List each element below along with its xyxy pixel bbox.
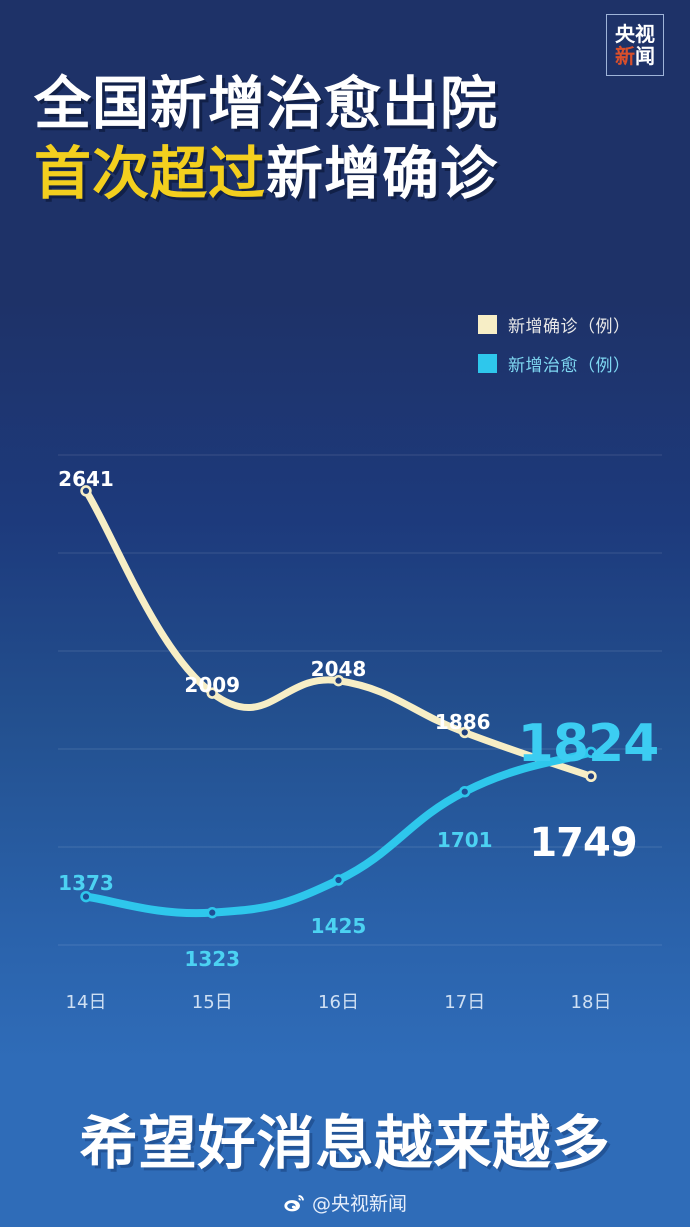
data-point <box>206 906 218 919</box>
data-label: 1373 <box>58 870 114 895</box>
data-label: 1749 <box>529 820 637 867</box>
x-axis-label: 14日 <box>65 992 107 1013</box>
data-point <box>459 726 471 739</box>
logo-char-wen: 闻 <box>635 44 655 68</box>
headline-rest: 新增确诊 <box>266 141 498 208</box>
data-point <box>332 674 345 687</box>
headline-line-2: 首次超过新增确诊 <box>34 142 634 206</box>
headline-highlight: 首次超过 <box>34 141 266 208</box>
data-point <box>332 874 345 886</box>
confirmed-swatch <box>478 315 497 334</box>
x-axis-label: 16日 <box>318 992 359 1013</box>
legend-item-confirmed: 新增确诊（例） <box>478 312 631 337</box>
logo-line-xinwen: 新闻 <box>615 46 655 66</box>
weibo-handle-text: @央视新闻 <box>311 1193 407 1215</box>
legend-label-confirmed: 新增确诊（例） <box>508 317 631 337</box>
legend-label-recovered: 新增治愈（例） <box>508 356 631 376</box>
headline: 全国新增治愈出院 首次超过新增确诊 <box>34 72 634 207</box>
data-label: 1701 <box>436 827 493 852</box>
cctv-news-logo: 央视 新闻 <box>606 14 664 76</box>
bottom-slogan: 希望好消息越来越多 <box>79 1109 611 1177</box>
data-point <box>206 687 218 699</box>
data-point <box>585 746 597 759</box>
x-axis-label: 18日 <box>570 992 612 1013</box>
logo-char-xin: 新 <box>615 44 635 68</box>
data-point <box>585 770 597 783</box>
data-label: 1323 <box>184 946 241 971</box>
weibo-icon <box>283 1192 305 1214</box>
data-label: 2048 <box>310 656 367 681</box>
logo-line-yangshi: 央视 <box>615 22 655 46</box>
headline-line-1: 全国新增治愈出院 <box>34 71 498 137</box>
legend-item-recovered: 新增治愈（例） <box>478 351 631 376</box>
weibo-handle: @央视新闻 <box>0 1189 690 1216</box>
data-point <box>80 485 92 497</box>
series-line-recovered <box>82 748 595 918</box>
data-label: 1824 <box>517 714 660 775</box>
data-point <box>459 785 471 798</box>
x-axis-label: 17日 <box>444 992 486 1013</box>
recovered-swatch <box>478 354 497 373</box>
x-axis-label: 15日 <box>191 992 233 1013</box>
series-line-confirmed <box>82 487 595 780</box>
data-label: 1425 <box>310 914 367 938</box>
data-label: 2009 <box>184 673 241 698</box>
data-point <box>80 890 92 903</box>
data-label: 1886 <box>434 710 491 735</box>
data-label: 2641 <box>58 466 114 491</box>
chart-legend: 新增确诊（例） 新增治愈（例） <box>478 312 631 390</box>
